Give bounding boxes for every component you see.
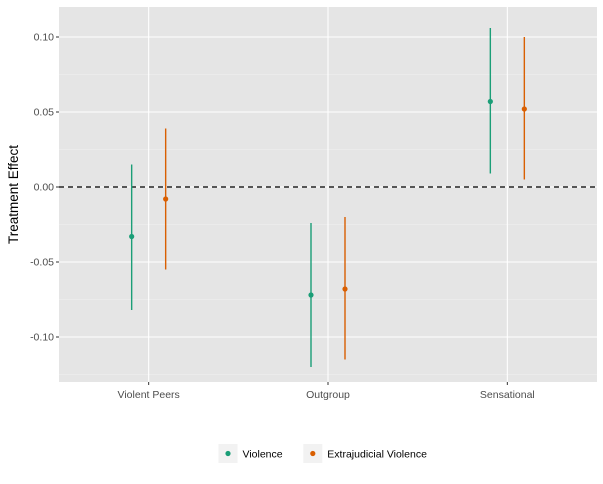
y-tick-label: 0.10 [34,32,55,44]
x-tick-label: Violent Peers [118,389,180,401]
y-axis: -0.10 -0.05 0.00 0.05 0.10 [30,32,59,344]
y-tick-label: 0.05 [34,107,55,119]
plot-marks [129,28,527,367]
y-tick-label: -0.05 [30,257,54,269]
legend-label: Extrajudicial Violence [327,448,427,460]
data-point [308,292,314,298]
y-tick-label: -0.10 [30,332,54,344]
major-grid [59,7,597,382]
data-point [342,286,348,292]
data-point [521,106,527,112]
data-point [129,233,135,240]
data-point [487,98,493,105]
legend-key-point [310,450,316,457]
data-point [163,196,169,202]
legend-key-point [225,450,231,457]
x-axis: Violent Peers Outgroup Sensational [118,382,535,401]
legend-label: Violence [243,448,283,460]
y-tick-label: 0.00 [34,182,55,194]
y-axis-label: Treatment Effect [6,145,21,244]
legend: Violence Extrajudicial Violence [218,444,427,463]
x-tick-label: Outgroup [306,389,350,401]
x-tick-label: Sensational [480,389,535,401]
